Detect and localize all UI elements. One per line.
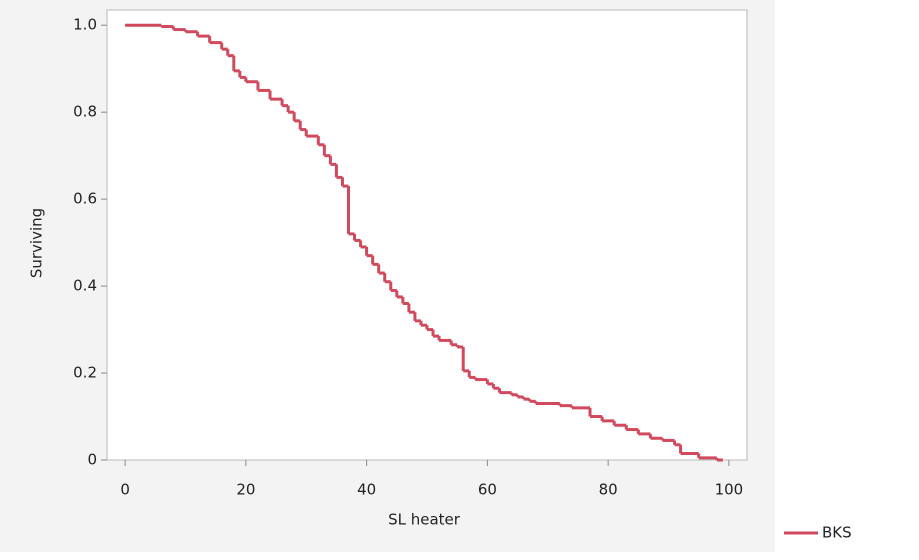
- x-tick-label: 100: [715, 481, 744, 499]
- y-tick-label: 0.6: [73, 190, 97, 208]
- x-tick-label: 80: [599, 481, 618, 499]
- x-tick-label: 60: [478, 481, 497, 499]
- y-tick-label: 1.0: [73, 16, 97, 34]
- plot-area: [106, 9, 748, 461]
- x-axis-label: SL heater: [388, 511, 461, 529]
- x-tick-label: 40: [357, 481, 376, 499]
- y-tick-label: 0.4: [73, 277, 97, 295]
- x-tick-label: 20: [236, 481, 255, 499]
- y-tick-label: 0: [87, 451, 97, 469]
- x-tick-label: 0: [120, 481, 130, 499]
- y-tick-label: 0.8: [73, 103, 97, 121]
- legend-label: BKS: [822, 524, 852, 542]
- y-axis-label: Surviving: [28, 208, 46, 278]
- y-tick-label: 0.2: [73, 364, 97, 382]
